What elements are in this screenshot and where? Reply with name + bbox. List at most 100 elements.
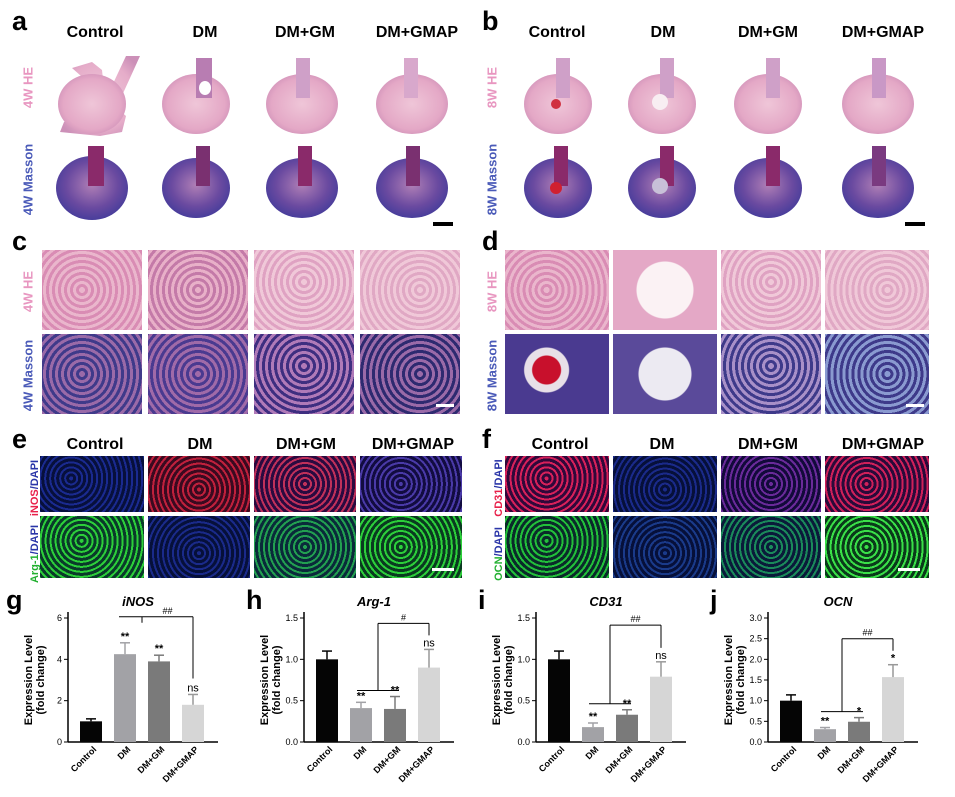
- y-tick-label: 0: [57, 737, 62, 747]
- bone-sections-ab: [56, 56, 914, 220]
- bar-control: [780, 700, 802, 742]
- scale-bar-d: [906, 404, 924, 407]
- micro-he-8w-dm: [613, 250, 717, 330]
- bone-he-8w-dmgmap: [842, 58, 914, 134]
- micro-he-4w-control: [42, 250, 142, 330]
- col-header-control-a: Control: [66, 24, 124, 41]
- chart-title: iNOS: [122, 594, 154, 609]
- micro-masson-4w-dmgmap: [360, 334, 460, 414]
- col-header-dm-a: DM: [192, 24, 218, 41]
- bar-dm-gm: [148, 661, 170, 742]
- panel-label-h: h: [246, 585, 263, 615]
- bar-dm-gmap: [182, 704, 204, 742]
- micro-he-4w-dmgm: [254, 250, 354, 330]
- col-header-dmgm-f: DM+GM: [738, 436, 798, 453]
- bar-chart-cd31: CD31 Expression Level(fold change) 0.0 0.5 1…: [491, 594, 686, 784]
- fluor-inos-dmgmap: [360, 456, 462, 512]
- fluor-inos-dm: [148, 456, 250, 512]
- micro-masson-8w-dmgm: [721, 334, 821, 414]
- bone-he-4w-dm: [162, 58, 230, 134]
- y-tick-label: 1.0: [517, 654, 530, 664]
- y-tick-label: 0.0: [517, 737, 530, 747]
- bone-masson-8w-control: [524, 146, 592, 218]
- micro-masson-8w-dm: [613, 334, 717, 414]
- x-tick-label: DM+GM: [835, 744, 866, 775]
- col-header-dmgm-b: DM+GM: [738, 24, 798, 41]
- y-axis-label: Expression Level(fold change): [259, 635, 283, 726]
- fluor-ocn-dm: [613, 516, 717, 578]
- col-header-dmgmap-b: DM+GMAP: [841, 24, 925, 41]
- x-tick-label: DM+GM: [371, 744, 402, 775]
- bone-masson-4w-control: [56, 146, 128, 220]
- bar-dm: [582, 727, 604, 742]
- y-tick-label: 0.0: [285, 737, 298, 747]
- bar-dm: [814, 729, 836, 742]
- col-header-control-e: Control: [66, 436, 124, 453]
- micro-masson-4w-dmgm: [254, 334, 354, 414]
- y-axis-label: Expression Level(fold change): [491, 635, 515, 726]
- bracket-label: ##: [162, 606, 172, 616]
- y-tick-label: 1.5: [285, 613, 298, 623]
- bone-he-4w-control: [58, 56, 140, 136]
- fluor-ocn-control: [505, 516, 609, 578]
- row-label-4w-masson-c: 4W Masson: [20, 339, 36, 412]
- y-axis-label: Expression Level(fold change): [723, 635, 747, 726]
- chart-title: Arg-1: [356, 594, 391, 609]
- y-tick-label: 1.5: [517, 613, 530, 623]
- x-tick-label: DM: [815, 744, 832, 761]
- significance-mark: **: [121, 631, 130, 643]
- bone-masson-8w-dmgmap: [842, 146, 914, 218]
- significance-mark: **: [357, 690, 366, 702]
- row-label-cd31: CD31/DAPI: [493, 459, 505, 517]
- significance-mark: *: [891, 653, 896, 665]
- y-tick-label: 2.5: [749, 634, 762, 644]
- row-label-4w-he-c: 4W HE: [20, 270, 36, 313]
- panel-label-d: d: [482, 226, 499, 256]
- bone-he-4w-dmgmap: [376, 58, 448, 134]
- bone-he-8w-control: [524, 58, 592, 134]
- bar-chart-inos: iNOS Expression Level(fold change) 0 2 4 6 Con…: [23, 594, 218, 784]
- row-label-8w-he-d: 8W HE: [484, 270, 500, 313]
- x-tick-label: DM: [583, 744, 600, 761]
- y-tick-label: 6: [57, 613, 62, 623]
- bone-masson-8w-dmgm: [734, 146, 802, 218]
- x-tick-label: DM+GMAP: [397, 744, 437, 784]
- y-axis-label: Expression Level(fold change): [23, 635, 47, 726]
- panel-label-j: j: [710, 585, 718, 615]
- row-label-ocn: OCN/DAPI: [493, 527, 505, 581]
- fluor-inos-control: [40, 456, 144, 512]
- bar-dm-gm: [384, 708, 406, 742]
- fluor-arg1-dm: [148, 516, 250, 578]
- y-tick-label: 2: [57, 696, 62, 706]
- panel-label-b: b: [482, 6, 499, 36]
- chart-title: OCN: [824, 594, 854, 609]
- col-header-dmgmap-e: DM+GMAP: [371, 436, 455, 453]
- panel-label-c: c: [12, 226, 28, 256]
- col-header-control-f: Control: [531, 436, 589, 453]
- micro-masson-4w-dm: [148, 334, 248, 414]
- fluor-arg1-control: [40, 516, 144, 578]
- scale-bar-e: [432, 568, 454, 571]
- col-header-dmgm-a: DM+GM: [275, 24, 335, 41]
- significance-mark: ns: [423, 637, 435, 649]
- significance-mark: ns: [187, 682, 199, 694]
- fluor-arg1-dmgm: [254, 516, 356, 578]
- col-header-dmgmap-a: DM+GMAP: [375, 24, 459, 41]
- y-tick-label: 0.0: [749, 737, 762, 747]
- x-tick-label: Control: [305, 744, 335, 774]
- bar-dm-gmap: [418, 667, 440, 742]
- micro-he-4w-dmgmap: [360, 250, 460, 330]
- col-header-dm-f: DM: [649, 436, 675, 453]
- scale-bar-f: [898, 568, 920, 571]
- scale-bar-b: [905, 222, 925, 226]
- panel-label-a: a: [12, 6, 28, 36]
- y-tick-label: 4: [57, 654, 62, 664]
- bracket-label: #: [401, 612, 406, 622]
- bar-dm-gmap: [882, 677, 904, 742]
- micro-masson-4w-control: [42, 334, 142, 414]
- bracket-label: ##: [862, 628, 872, 638]
- x-tick-label: DM: [351, 744, 368, 761]
- panel-label-e: e: [12, 424, 28, 454]
- y-tick-label: 0.5: [517, 696, 530, 706]
- significance-mark: **: [821, 716, 830, 728]
